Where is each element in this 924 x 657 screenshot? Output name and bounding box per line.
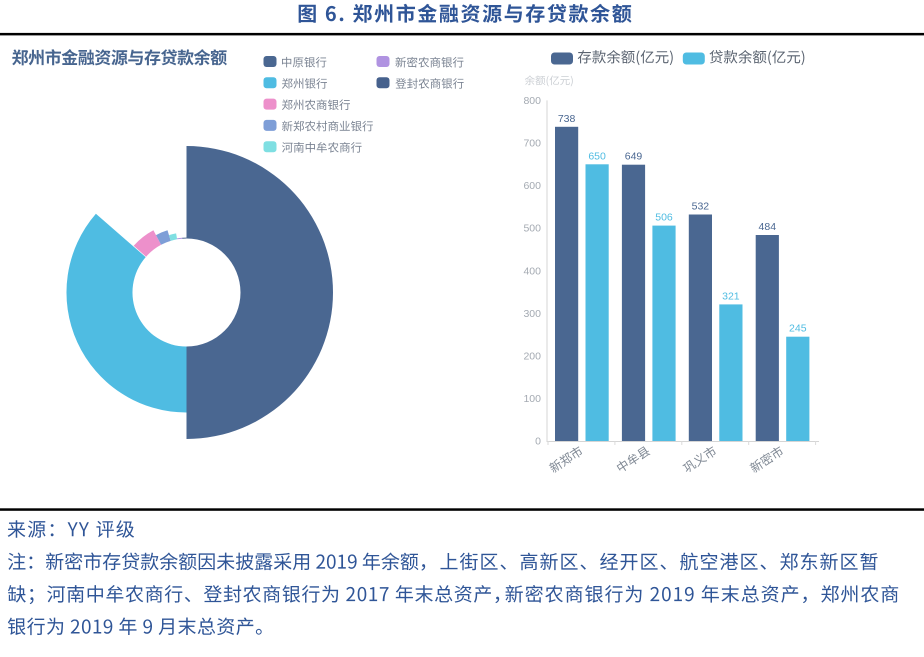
svg-text:300: 300	[523, 308, 541, 320]
svg-text:650: 650	[588, 150, 606, 162]
svg-text:800: 800	[523, 95, 541, 107]
svg-text:506: 506	[655, 212, 673, 224]
svg-text:738: 738	[558, 113, 576, 125]
svg-text:484: 484	[759, 221, 777, 233]
svg-text:321: 321	[722, 290, 740, 302]
svg-text:600: 600	[523, 180, 541, 192]
svg-text:0: 0	[535, 436, 541, 448]
svg-text:400: 400	[523, 265, 541, 277]
svg-text:532: 532	[692, 201, 710, 213]
svg-text:100: 100	[523, 393, 541, 405]
svg-text:700: 700	[523, 138, 541, 150]
svg-text:500: 500	[523, 223, 541, 235]
svg-text:649: 649	[625, 151, 643, 163]
svg-text:200: 200	[523, 351, 541, 363]
svg-text:245: 245	[789, 323, 807, 335]
